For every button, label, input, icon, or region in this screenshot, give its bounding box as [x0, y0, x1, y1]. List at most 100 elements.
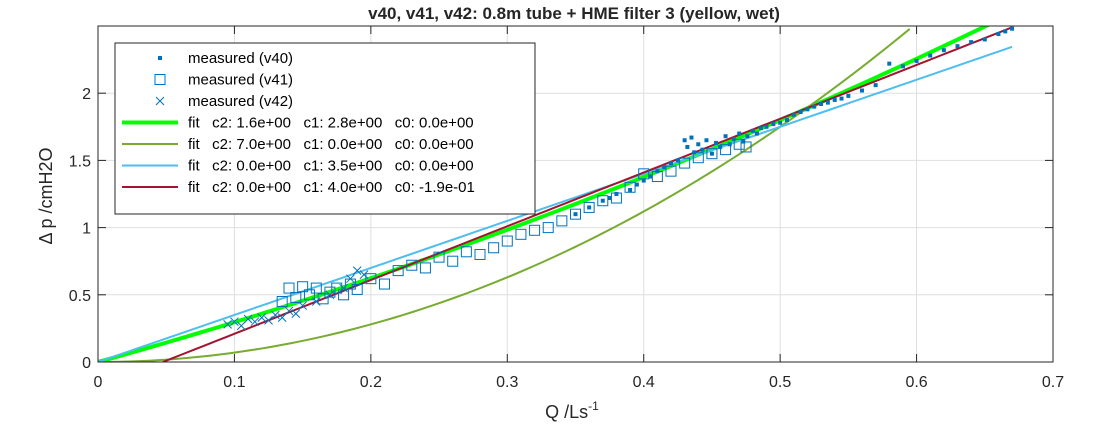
data-point: [641, 178, 646, 183]
data-point: [264, 315, 273, 325]
data-point: [846, 93, 851, 98]
data-point: [583, 201, 595, 213]
data-point: [230, 317, 239, 327]
data-point: [928, 53, 933, 58]
data-point: [351, 283, 363, 295]
data-point: [587, 205, 592, 210]
plot-area: [98, 26, 1015, 362]
x-tick-label: 0.1: [223, 374, 245, 391]
data-point: [573, 212, 578, 217]
data-point: [679, 157, 691, 169]
data-point: [250, 317, 260, 327]
x-axis-label-superscript: -1: [588, 399, 599, 413]
data-point: [771, 122, 776, 127]
data-point: [638, 168, 650, 180]
data-point: [651, 171, 663, 183]
data-point: [873, 83, 878, 88]
data-point: [704, 138, 709, 143]
legend-marker: [155, 96, 165, 106]
data-point: [276, 296, 288, 308]
data-point: [819, 101, 824, 106]
legend-box: [114, 42, 536, 215]
data-point: [669, 161, 673, 166]
data-point: [754, 131, 759, 136]
data-point: [839, 96, 844, 101]
data-point: [709, 151, 714, 156]
data-point: [501, 235, 513, 247]
legend-entry: fit c2: 0.0e+00 c1: 4.0e+00 c0: -1.9e-01: [122, 179, 475, 196]
data-point: [832, 97, 837, 102]
data-point: [624, 181, 636, 193]
x-tick-label: 0.6: [905, 374, 927, 391]
data-point: [257, 313, 267, 323]
legend-label: measured (v40): [188, 50, 293, 67]
data-point: [955, 44, 960, 49]
data-point: [737, 131, 742, 136]
data-point: [634, 182, 639, 187]
data-point: [720, 144, 732, 156]
data-point: [379, 278, 390, 290]
y-tick-label: 2: [82, 86, 91, 103]
y-tick-label: 0: [82, 355, 91, 372]
data-point: [764, 124, 769, 129]
legend-marker: [154, 74, 166, 85]
data-point: [982, 37, 987, 42]
data-point: [648, 174, 653, 179]
data-point: [352, 266, 362, 275]
data-point: [290, 291, 302, 303]
data-point: [614, 192, 619, 196]
x-tick-label: 0.5: [769, 374, 791, 391]
data-point: [447, 255, 459, 267]
data-point: [805, 107, 810, 112]
data-point: [714, 140, 719, 145]
data-point: [941, 48, 946, 53]
legend-entry: fit c2: 7.0e+00 c1: 0.0e+00 c0: 0.0e+00: [122, 136, 474, 153]
series-measured-2: [223, 266, 369, 331]
data-point: [825, 100, 830, 105]
fit-line-3: [162, 26, 1013, 362]
data-point: [607, 196, 612, 201]
x-axis-label-text: Q /Ls: [545, 402, 588, 422]
data-point: [303, 289, 315, 301]
data-point: [700, 147, 705, 152]
data-point: [542, 222, 554, 234]
y-axis-label: Δ p /cmH2O: [36, 147, 56, 244]
data-point: [628, 187, 633, 192]
data-point: [723, 134, 728, 139]
legend-entry: fit c2: 1.6e+00 c1: 2.8e+00 c0: 0.0e+00: [122, 115, 474, 132]
data-point: [346, 274, 355, 284]
data-point: [243, 314, 253, 324]
x-tick-label: 0: [94, 374, 103, 391]
data-point: [665, 165, 677, 177]
data-point: [339, 283, 348, 293]
data-point: [271, 310, 280, 320]
fit-line-2: [98, 45, 1013, 362]
data-point: [733, 138, 745, 150]
x-tick-label: 0.2: [360, 374, 382, 391]
data-point: [291, 309, 301, 318]
data-point: [610, 192, 622, 204]
data-point: [297, 281, 309, 293]
data-point: [311, 297, 321, 306]
data-point: [365, 273, 377, 285]
axes-box: [97, 25, 1054, 363]
legend-entry: measured (v41): [154, 72, 293, 89]
data-point: [778, 120, 783, 125]
data-point: [597, 195, 609, 207]
data-point: [284, 306, 294, 316]
data-point: [900, 64, 905, 69]
data-point: [236, 321, 246, 331]
legend-label: fit c2: 0.0e+00 c1: 3.5e+00 c0: 0.0e+00: [188, 158, 474, 175]
data-point: [682, 138, 687, 143]
legend: measured (v40) measured (v41) measured (v4…: [114, 42, 536, 215]
data-point: [338, 289, 350, 301]
fit-line-1: [98, 28, 911, 362]
x-tick-label: 0.3: [496, 374, 518, 391]
data-point: [740, 141, 752, 153]
legend-entry: fit c2: 0.0e+00 c1: 3.5e+00 c0: 0.0e+00: [122, 158, 474, 175]
data-point: [662, 165, 667, 170]
data-point: [324, 286, 336, 298]
y-tick-label: 1.5: [69, 153, 91, 170]
legend-label: fit c2: 1.6e+00 c1: 2.8e+00 c0: 0.0e+00: [188, 115, 474, 132]
y-axis-ticks: 0 0.5 1 1.5 2: [69, 86, 1053, 372]
